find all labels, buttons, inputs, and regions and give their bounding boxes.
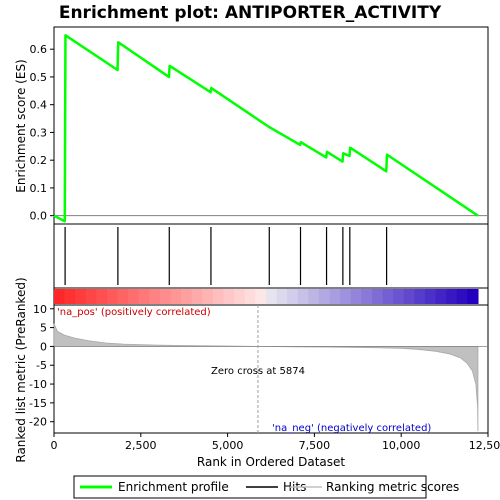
enrichment-profile-series xyxy=(53,34,479,223)
heatmap-band xyxy=(393,289,405,304)
heatmap-band xyxy=(435,289,447,304)
heatmap-band xyxy=(340,289,352,304)
heatmap-band xyxy=(234,289,246,304)
es-y-axis: 0.0 0.1 0.2 0.3 0.4 0.5 0.6 xyxy=(30,43,54,223)
heatmap-band xyxy=(456,289,468,304)
metric-tick-label: -20 xyxy=(29,416,47,429)
heatmap-band xyxy=(371,289,384,304)
na-pos-label: 'na_pos' (positively correlated) xyxy=(57,307,211,318)
heatmap-band xyxy=(244,289,256,304)
na-neg-label: 'na_neg' (negatively correlated) xyxy=(272,423,431,434)
heatmap-band xyxy=(149,289,161,304)
heatmap-band xyxy=(170,289,182,304)
es-y-axis-title: Enrichment score (ES) xyxy=(14,59,28,192)
metric-tick-label: -15 xyxy=(29,397,47,410)
metric-y-axis: 10 5 0 -5 -10 -15 -20 xyxy=(29,303,54,429)
metric-tick-label: -10 xyxy=(29,378,47,391)
heatmap-band xyxy=(287,289,299,304)
x-tick-label: 10,000 xyxy=(382,439,421,452)
rank-heatmap xyxy=(54,289,479,304)
heatmap-band xyxy=(265,289,278,304)
metric-tick-label: 10 xyxy=(33,303,47,316)
es-tick-label: 0.6 xyxy=(30,43,48,56)
x-tick-label: 5,000 xyxy=(212,439,244,452)
heatmap-band xyxy=(54,289,66,304)
heatmap-band xyxy=(329,289,341,304)
enrichment-profile-line xyxy=(53,34,479,223)
heatmap-band xyxy=(117,289,129,304)
x-tick-label: 0 xyxy=(51,439,58,452)
heatmap-band xyxy=(414,289,426,304)
heatmap-band xyxy=(202,289,214,304)
heatmap-band xyxy=(255,289,267,304)
heatmap-band xyxy=(85,289,97,304)
heatmap-band xyxy=(223,289,235,304)
heatmap-band xyxy=(446,289,458,304)
heatmap-band xyxy=(382,289,394,304)
chart-title: Enrichment plot: ANTIPORTER_ACTIVITY xyxy=(59,3,442,23)
legend-metric-label: Ranking metric scores xyxy=(326,480,459,494)
heatmap-band xyxy=(96,289,108,304)
heatmap-band xyxy=(297,289,309,304)
heatmap-band xyxy=(212,289,225,304)
heatmap-band xyxy=(75,289,87,304)
metric-tick-label: 0 xyxy=(40,340,47,353)
x-tick-label: 7,500 xyxy=(299,439,331,452)
metric-tick-label: 5 xyxy=(40,322,47,335)
es-tick-label: 0.3 xyxy=(30,126,48,139)
heatmap-band xyxy=(138,289,150,304)
metric-panel-frame xyxy=(53,304,489,434)
heatmap-band xyxy=(181,289,193,304)
heatmap-band xyxy=(191,289,203,304)
metric-tick-label: -5 xyxy=(36,359,47,372)
es-tick-label: 0.2 xyxy=(30,154,48,167)
es-tick-label: 0.0 xyxy=(30,210,48,223)
x-axis-title: Rank in Ordered Dataset xyxy=(197,455,345,469)
hits-series xyxy=(64,227,388,285)
x-tick-label: 2,500 xyxy=(125,439,157,452)
zero-cross-label: Zero cross at 5874 xyxy=(211,366,305,377)
heatmap-band xyxy=(128,289,140,304)
heatmap-band xyxy=(318,289,331,304)
heatmap-band xyxy=(106,289,119,304)
heatmap-band xyxy=(403,289,415,304)
heatmap-band xyxy=(350,289,362,304)
x-axis: 0 2,500 5,000 7,500 10,000 12,500 xyxy=(51,433,500,452)
legend: Enrichment profile Hits Ranking metric s… xyxy=(73,475,459,499)
heatmap-band xyxy=(276,289,288,304)
heatmap-band xyxy=(424,289,437,304)
es-tick-label: 0.1 xyxy=(30,182,48,195)
es-tick-label: 0.4 xyxy=(30,99,48,112)
legend-profile-label: Enrichment profile xyxy=(118,480,229,494)
heatmap-band xyxy=(361,289,373,304)
es-tick-label: 0.5 xyxy=(30,71,48,84)
heatmap-band xyxy=(64,289,76,304)
heatmap-band xyxy=(308,289,320,304)
metric-y-axis-title: Ranked list metric (PreRanked) xyxy=(14,277,28,462)
x-tick-label: 12,500 xyxy=(469,439,500,452)
ranked-metric-area xyxy=(53,323,479,432)
ranked-metric-series xyxy=(53,305,488,433)
heatmap-band xyxy=(467,289,479,304)
heatmap-band xyxy=(159,289,172,304)
